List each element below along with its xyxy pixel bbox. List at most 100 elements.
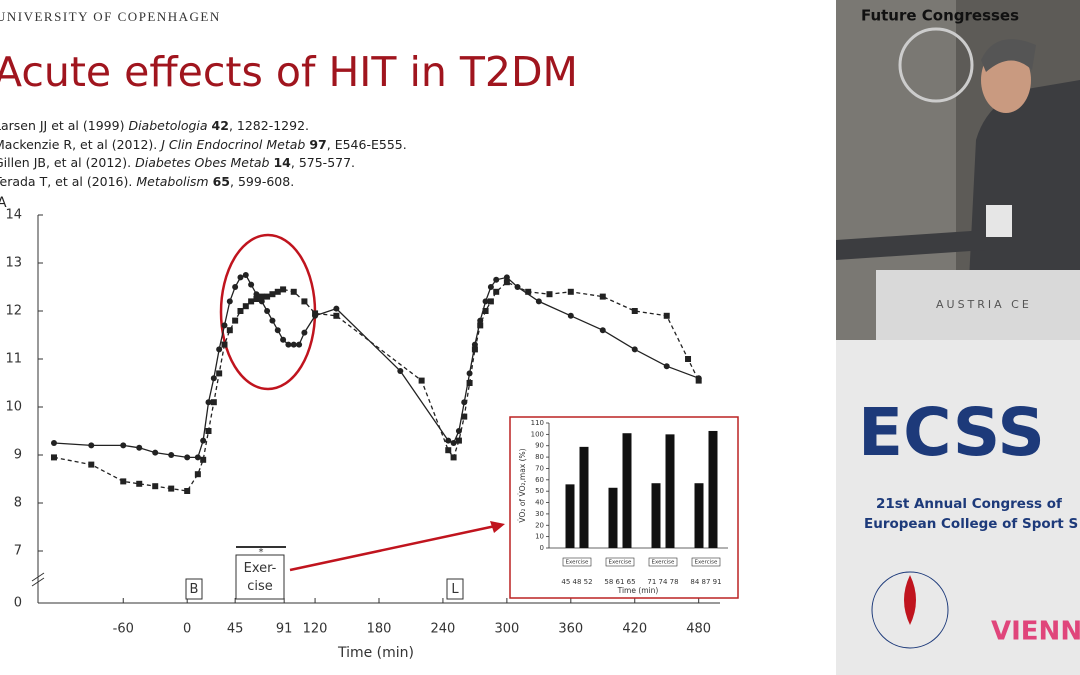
- podium: [876, 270, 1080, 340]
- reference-volume: 42: [211, 118, 229, 133]
- data-point: [685, 356, 692, 362]
- reference-pages: , 599-608.: [230, 173, 295, 189]
- data-point: [445, 447, 452, 454]
- bar: [665, 434, 675, 548]
- data-point: [482, 298, 489, 305]
- x-tick-label: 300: [494, 622, 519, 637]
- exercise-label: Exer-cise: [244, 561, 277, 594]
- data-point: [210, 375, 217, 382]
- data-point: [184, 454, 191, 461]
- reference-authors: Terada T, et al (2016).: [0, 173, 133, 189]
- reference-volume: 14: [273, 155, 291, 170]
- exercise-tag-label: Exercise: [695, 560, 719, 566]
- data-point: [450, 454, 457, 461]
- inset-x-label: Time (min): [617, 586, 659, 595]
- x-axis-label: Time (min): [337, 645, 414, 661]
- bar: [708, 430, 718, 548]
- inset-y-tick-label: 80: [535, 453, 544, 461]
- exercise-tag: [562, 557, 592, 567]
- exercise-tag: [605, 557, 635, 567]
- data-point: [136, 480, 143, 487]
- reference: Terada T, et al (2016). Metabolism 65, 5…: [0, 173, 407, 192]
- inset-x-tick-label: 71 74 78: [647, 578, 678, 586]
- y-tick-label: 10: [5, 400, 22, 415]
- data-point: [136, 444, 143, 451]
- data-point: [477, 322, 484, 329]
- data-point: [248, 298, 255, 305]
- data-point: [200, 437, 207, 444]
- data-point: [280, 286, 287, 293]
- speaker-arm: [836, 230, 986, 260]
- axis-break: [31, 572, 45, 587]
- y-tick-label: 0: [14, 596, 22, 611]
- data-point: [471, 346, 478, 353]
- inset-y-tick-label: 60: [535, 476, 544, 484]
- data-point: [301, 329, 308, 336]
- data-point: [194, 454, 201, 461]
- data-point: [205, 399, 212, 406]
- badge: [986, 205, 1012, 237]
- data-point: [333, 312, 340, 319]
- exercise-box: [235, 554, 285, 600]
- lunch-label: L: [451, 582, 459, 597]
- x-tick-label: 180: [367, 622, 392, 637]
- video-feed: Future Congresses AUSTRIA CE ECSS 21st A…: [836, 0, 1080, 675]
- reference-pages: , 575-577.: [290, 155, 356, 170]
- university-header: UNIVERSITY OF COPENHAGEN: [0, 9, 221, 24]
- data-point: [631, 346, 638, 353]
- data-point: [120, 478, 127, 485]
- reference-authors: Larsen JJ et al (1999): [0, 118, 125, 133]
- inset-y-tick-label: 30: [535, 510, 544, 518]
- inset-y-tick-label: 110: [531, 419, 544, 427]
- reference-authors: Mackenzie R, et al (2012).: [0, 136, 158, 152]
- x-tick-label: 45: [227, 622, 244, 637]
- data-point: [290, 341, 297, 348]
- city-logo: VIENN: [991, 617, 1080, 647]
- inset-y-tick-label: 0: [540, 544, 544, 552]
- inset-y-tick-label: 90: [535, 442, 544, 450]
- data-point: [418, 377, 425, 384]
- data-point: [226, 327, 233, 334]
- podium-text: AUSTRIA CE: [936, 298, 1032, 311]
- data-point: [445, 437, 452, 444]
- x-tick-label: 91: [276, 622, 293, 637]
- data-point: [264, 308, 271, 314]
- data-point: [503, 279, 510, 286]
- data-point: [290, 288, 297, 295]
- y-tick-label: 14: [5, 208, 22, 223]
- exercise-mark: *: [259, 547, 264, 558]
- x-tick-label: 420: [622, 622, 647, 637]
- baseline-box: [185, 578, 203, 600]
- reference-volume: 97: [309, 136, 327, 152]
- data-point: [50, 454, 57, 461]
- data-point: [258, 293, 265, 300]
- reference-journal: Diabetes Obes Metab: [135, 155, 270, 170]
- data-point: [567, 288, 574, 295]
- inset-y-tick-label: 100: [531, 430, 544, 438]
- data-point: [487, 298, 494, 305]
- data-point: [333, 305, 340, 312]
- lunch-box: [446, 578, 464, 600]
- exercise-tag-label: Exercise: [609, 560, 633, 566]
- y-tick-label: 9: [14, 448, 22, 463]
- congress-line-2: European College of Sport S: [864, 516, 1078, 532]
- data-point: [242, 272, 249, 278]
- data-point: [397, 368, 404, 374]
- data-point: [152, 449, 159, 456]
- data-point: [471, 341, 478, 348]
- reference-volume: 65: [212, 173, 231, 189]
- data-point: [168, 485, 175, 492]
- data-point: [120, 442, 127, 449]
- data-point: [184, 488, 191, 494]
- exercise-tag: [648, 557, 678, 567]
- reference-authors: Gillen JB, et al (2012).: [0, 155, 132, 170]
- data-point: [599, 327, 606, 334]
- data-point: [535, 298, 542, 305]
- reference-pages: , E546-E555.: [326, 136, 407, 152]
- y-tick-label: 7: [14, 544, 22, 559]
- data-point: [599, 293, 606, 300]
- data-point: [237, 308, 244, 314]
- data-point: [274, 327, 281, 334]
